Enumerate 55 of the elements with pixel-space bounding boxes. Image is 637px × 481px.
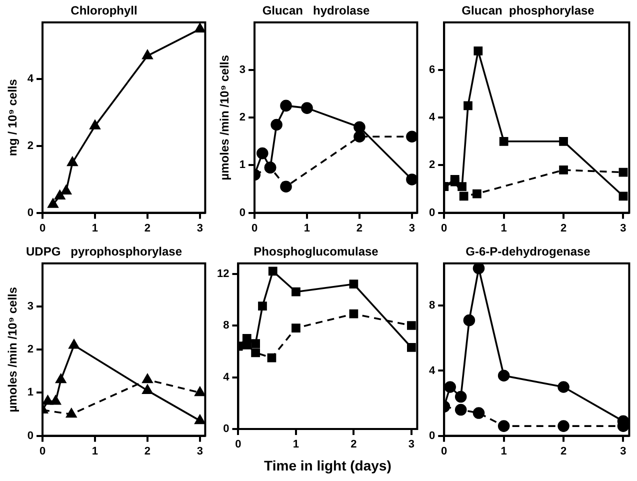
y-tick-label: 2 — [428, 159, 436, 172]
chart-title: Phosphoglucomulase — [254, 244, 379, 258]
y-tick-label: 4 — [428, 364, 436, 376]
x-tick-label: 2 — [560, 222, 567, 234]
x-tick-label: 3 — [620, 222, 626, 234]
y-tick-label: 12 — [216, 267, 230, 280]
x-tick-label: 3 — [620, 444, 626, 457]
x-tick-label: 2 — [144, 444, 151, 457]
x-tick-label: 0 — [441, 444, 448, 457]
chart-title: Glucan phosphorylase — [462, 4, 595, 18]
chart-title: Chlorophyll — [70, 4, 138, 18]
y-tick-label: 1 — [239, 159, 246, 172]
x-tick-label: 3 — [196, 444, 204, 457]
y-tick-label: 0 — [428, 429, 436, 442]
chart-title: UDPG pyrophosphorylase — [26, 244, 182, 258]
y-tick-label: 2 — [27, 343, 34, 356]
x-axis-title: Time in light (days) — [264, 456, 392, 473]
x-tick-label: 1 — [500, 222, 507, 234]
chart-title: G-6-P-dehydrogenase — [466, 244, 591, 258]
x-tick-label: 0 — [251, 222, 258, 234]
x-tick-label: 3 — [408, 222, 416, 234]
x-tick-label: 0 — [39, 444, 46, 457]
x-tick-label: 0 — [441, 222, 448, 234]
x-tick-label: 1 — [92, 222, 98, 234]
y-tick-label: 0 — [27, 206, 34, 219]
y-tick-label: 3 — [239, 64, 246, 76]
x-tick-label: 1 — [304, 222, 310, 234]
y-tick-label: 2 — [27, 140, 34, 152]
x-tick-label: 3 — [408, 438, 414, 450]
y-tick-label: 4 — [428, 112, 436, 124]
y-tick-label: 0 — [27, 429, 34, 442]
y-tick-label: 4 — [27, 73, 34, 86]
x-tick-label: 0 — [39, 222, 46, 234]
y-axis-title: µmoles /min /10⁹ cells — [6, 286, 20, 412]
y-tick-label: 1 — [27, 386, 34, 398]
y-tick-label: 0 — [223, 422, 230, 435]
y-axis-title: µmoles /min /10⁹ cells — [218, 54, 232, 180]
y-tick-label: 0 — [428, 206, 436, 219]
x-tick-label: 1 — [292, 438, 300, 450]
y-tick-label: 8 — [428, 299, 436, 312]
y-axis-title: mg / 10⁹ cells — [6, 78, 20, 156]
x-tick-label: 2 — [144, 222, 151, 234]
y-tick-label: 3 — [27, 300, 34, 312]
x-tick-label: 2 — [560, 444, 567, 457]
x-tick-label: 2 — [350, 438, 357, 450]
y-tick-label: 4 — [223, 370, 230, 383]
x-tick-label: 1 — [92, 444, 98, 457]
x-tick-label: 2 — [356, 222, 363, 234]
x-tick-label: 3 — [196, 222, 204, 234]
chart-title: Glucan hydrolase — [262, 4, 370, 18]
y-tick-label: 0 — [239, 206, 246, 219]
y-tick-label: 8 — [223, 319, 230, 332]
x-tick-label: 1 — [500, 444, 507, 457]
y-tick-label: 6 — [428, 64, 436, 76]
y-tick-label: 2 — [239, 112, 246, 124]
